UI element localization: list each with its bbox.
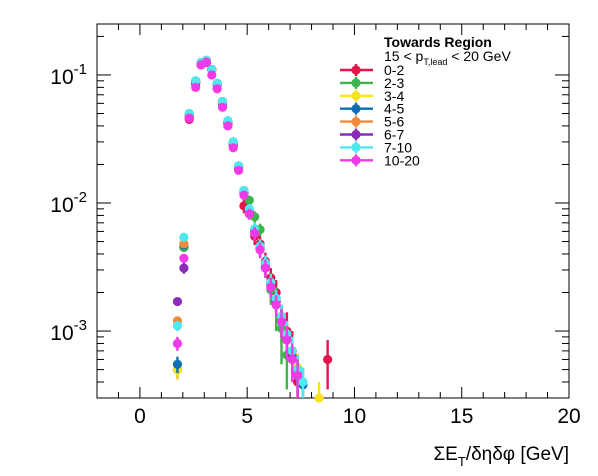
data-point — [172, 359, 183, 369]
legend-marker — [351, 104, 361, 114]
data-point — [179, 239, 189, 249]
data-point — [191, 76, 201, 86]
data-point — [201, 57, 212, 67]
data-point — [314, 393, 324, 403]
legend-label: 10-20 — [384, 152, 420, 168]
legend-entry: 7-10 — [340, 139, 412, 155]
legend-label: 2-3 — [384, 75, 404, 91]
data-point — [172, 296, 183, 307]
series-10-20 — [172, 57, 303, 398]
data-point — [282, 335, 292, 345]
data-point — [207, 70, 217, 80]
series-2-3 — [172, 55, 292, 390]
y-tick-label: 10-2 — [50, 189, 87, 217]
legend-entry: 3-4 — [340, 88, 404, 104]
data-point — [293, 370, 303, 381]
data-point — [287, 354, 297, 365]
legend-label: 3-4 — [384, 88, 404, 104]
legend-label: 0-2 — [384, 62, 404, 78]
legend-entry: 0-2 — [340, 62, 404, 78]
legend-entry: 10-20 — [340, 152, 420, 168]
x-tick-label: 10 — [343, 405, 366, 428]
data-point — [172, 338, 183, 349]
x-tick-label: 20 — [557, 405, 580, 428]
legend-label: 7-10 — [384, 139, 412, 155]
legend-label: 4-5 — [384, 101, 404, 117]
legend-marker — [351, 155, 361, 165]
legend-title: Towards Region — [384, 34, 492, 50]
data-point — [298, 377, 308, 387]
data-point — [260, 263, 271, 273]
data-point — [323, 354, 333, 365]
y-tick-label: 10-1 — [50, 61, 87, 89]
legend-marker — [351, 91, 361, 101]
data-point — [172, 321, 183, 331]
y-tick-label: 10-3 — [50, 317, 87, 345]
legend-label: 6-7 — [384, 127, 404, 143]
data-point — [184, 113, 194, 123]
plot-frame — [96, 23, 570, 399]
legend-label: 5-6 — [384, 114, 404, 130]
data-point — [228, 143, 238, 153]
legend-entry: 4-5 — [340, 101, 404, 117]
legend-marker — [351, 129, 361, 140]
legend-subtitle: 15 < pT,lead < 20 GeV — [384, 48, 511, 67]
legend-entry: 5-6 — [340, 114, 404, 130]
data-point — [244, 209, 254, 219]
legend-entry: 2-3 — [340, 75, 404, 91]
legend-entry: 6-7 — [340, 127, 404, 143]
x-tick-label: 0 — [134, 405, 146, 428]
x-axis-title: ΣET/δηδφ [GeV] — [433, 444, 569, 469]
legend-marker — [351, 117, 361, 127]
data-point — [271, 300, 281, 310]
series-6-7 — [172, 56, 303, 397]
data-point — [239, 190, 249, 200]
data-point — [179, 232, 189, 242]
legend-marker — [351, 78, 361, 88]
data-point — [276, 317, 287, 327]
data-point — [250, 228, 260, 238]
data-point — [234, 165, 244, 175]
legend-marker — [351, 142, 361, 152]
data-point — [223, 121, 233, 131]
data-point — [255, 245, 265, 255]
x-tick-label: 5 — [241, 405, 253, 428]
x-tick-label: 15 — [450, 405, 473, 428]
data-point — [217, 102, 228, 112]
data-point — [179, 263, 189, 273]
data-point — [212, 84, 222, 94]
data-point — [191, 82, 201, 92]
data-point — [179, 253, 189, 263]
series-3-4 — [172, 55, 324, 403]
legend-marker — [351, 65, 361, 75]
data-point — [266, 282, 276, 292]
